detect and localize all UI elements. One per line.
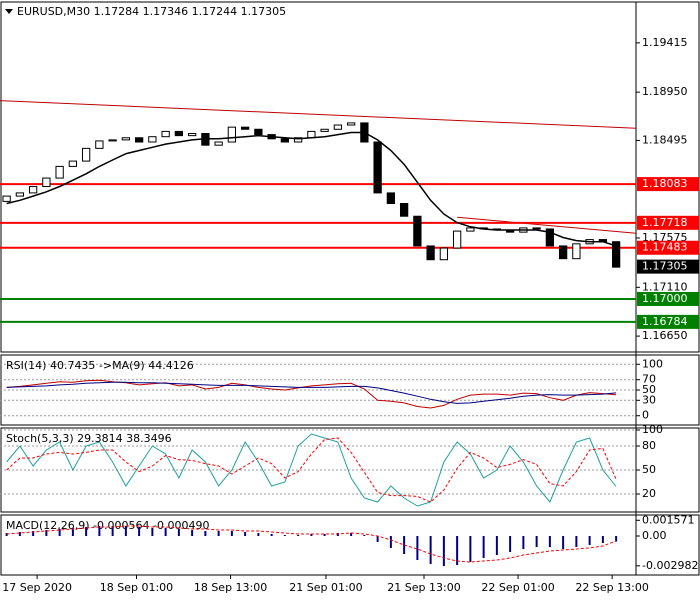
level-label: 1.17000 bbox=[642, 292, 688, 305]
y-tick-label: 80 bbox=[642, 439, 656, 452]
candle bbox=[572, 243, 581, 260]
candle bbox=[399, 203, 409, 217]
candle bbox=[108, 139, 117, 142]
candle bbox=[333, 124, 343, 130]
y-tick-label: 70 bbox=[642, 373, 656, 386]
current-price-box bbox=[637, 259, 699, 274]
x-tick-label: 18 Sep 13:00 bbox=[194, 581, 267, 594]
trendline bbox=[0, 100, 637, 129]
indicator-line bbox=[6, 437, 617, 503]
candle bbox=[42, 177, 51, 188]
candle bbox=[386, 192, 396, 205]
candle bbox=[28, 186, 38, 194]
candle bbox=[413, 215, 422, 247]
candle bbox=[307, 130, 316, 139]
y-tick-label: 20 bbox=[642, 487, 656, 500]
candle bbox=[15, 192, 25, 197]
x-tick-label: 21 Sep 13:00 bbox=[387, 581, 460, 594]
ma-line bbox=[6, 131, 617, 247]
candle bbox=[187, 133, 197, 137]
candle bbox=[545, 228, 555, 247]
candle bbox=[280, 138, 290, 143]
y-tick-label: 1.19415 bbox=[642, 36, 688, 49]
trendline bbox=[457, 216, 637, 234]
y-tick-label: 100 bbox=[642, 357, 663, 370]
candle bbox=[532, 227, 541, 230]
candle bbox=[558, 245, 568, 260]
y-tick-label: 0.001571 bbox=[642, 513, 695, 526]
x-tick-label: 18 Sep 01:00 bbox=[100, 581, 173, 594]
candle bbox=[240, 126, 250, 130]
y-tick-label: 100 bbox=[642, 423, 663, 436]
y-tick-label: 30 bbox=[642, 393, 656, 406]
indicator-line bbox=[6, 433, 617, 507]
chart-title: EURUSD,M30 1.17284 1.17346 1.17244 1.173… bbox=[17, 5, 286, 18]
pane-frame bbox=[0, 514, 700, 576]
level-box bbox=[637, 240, 699, 255]
level-box bbox=[637, 314, 699, 329]
level-label: 1.17483 bbox=[642, 241, 688, 254]
candle bbox=[426, 245, 435, 261]
pane-title: RSI(14) 40.7435 ->MA(9) 44.4126 bbox=[6, 359, 194, 372]
indicator-line bbox=[6, 379, 617, 409]
candle bbox=[293, 137, 303, 143]
candle bbox=[2, 195, 11, 202]
candle bbox=[346, 122, 356, 126]
y-tick-label: 50 bbox=[642, 463, 656, 476]
candle bbox=[161, 130, 170, 138]
pane-title: Stoch(5,3,3) 29.3814 38.3496 bbox=[6, 432, 172, 445]
x-tick-label: 21 Sep 01:00 bbox=[289, 581, 362, 594]
y-tick-label: -0.002982 bbox=[642, 559, 698, 572]
candle bbox=[68, 160, 78, 167]
level-label: 1.16784 bbox=[642, 315, 688, 328]
x-tick-label: 22 Sep 01:00 bbox=[481, 581, 554, 594]
candle bbox=[81, 147, 91, 162]
pane-title: MACD(12,26,9) -0.000564 -0.000490 bbox=[6, 519, 209, 532]
y-tick-label: 50 bbox=[642, 383, 656, 396]
candle bbox=[611, 241, 621, 268]
x-tick-label: 17 Sep 2020 bbox=[2, 581, 72, 594]
signal-line bbox=[6, 525, 617, 563]
y-tick-label: 1.18495 bbox=[642, 133, 688, 146]
pane-frame bbox=[0, 1, 700, 353]
current-price-label: 1.17305 bbox=[642, 260, 688, 273]
candle bbox=[55, 165, 64, 179]
candle bbox=[466, 227, 475, 232]
menu-triangle[interactable] bbox=[5, 9, 13, 14]
y-tick-label: 1.16650 bbox=[642, 329, 688, 342]
x-tick-label: 22 Sep 13:00 bbox=[575, 581, 648, 594]
candle bbox=[254, 128, 263, 136]
level-box bbox=[637, 215, 699, 230]
level-label: 1.17718 bbox=[642, 216, 688, 229]
candle bbox=[148, 136, 157, 143]
candle bbox=[439, 247, 449, 261]
y-tick-label: 1.17575 bbox=[642, 231, 688, 244]
y-tick-label: 1.17110 bbox=[642, 280, 688, 293]
candle bbox=[452, 230, 462, 249]
indicator-line bbox=[6, 381, 617, 404]
y-tick-label: 0 bbox=[642, 409, 649, 422]
level-box bbox=[637, 177, 699, 192]
level-label: 1.18083 bbox=[642, 177, 688, 190]
candle bbox=[121, 137, 131, 141]
level-box bbox=[637, 291, 699, 306]
candle bbox=[214, 141, 223, 146]
y-tick-label: 0.00 bbox=[642, 529, 667, 542]
y-tick-label: 1.18950 bbox=[642, 85, 688, 98]
candle bbox=[95, 140, 104, 149]
candle bbox=[227, 126, 237, 143]
candle bbox=[174, 130, 184, 137]
candle bbox=[320, 128, 329, 132]
candle bbox=[134, 137, 144, 143]
candle bbox=[373, 141, 382, 194]
